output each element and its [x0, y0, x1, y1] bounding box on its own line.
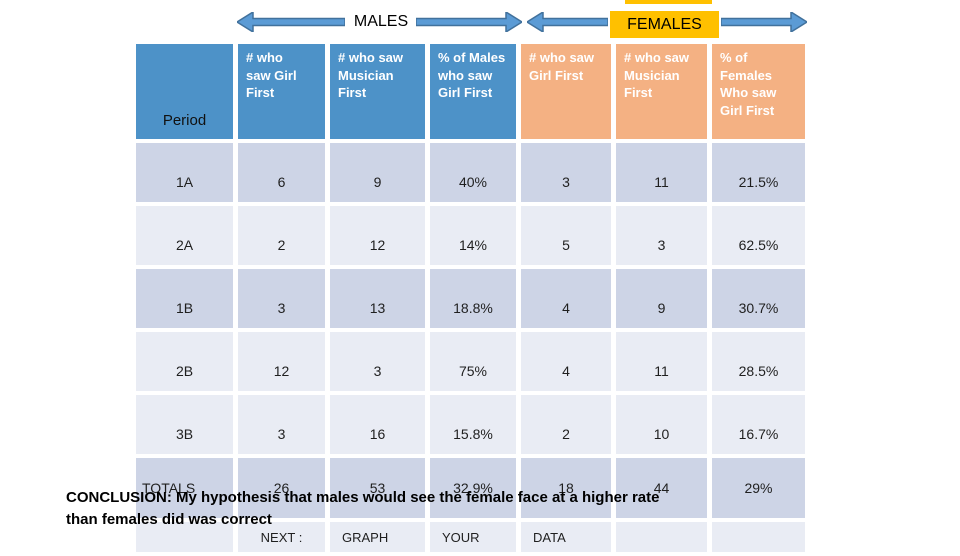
- table-cell: 2: [238, 206, 325, 265]
- table-cell: 29%: [712, 458, 805, 518]
- row-label: 3B: [136, 395, 233, 454]
- table-cell: 62.5%: [712, 206, 805, 265]
- table-header-row: Period # who saw Girl First # who saw Mu…: [136, 44, 805, 139]
- table-cell: 21.5%: [712, 143, 805, 202]
- table-cell: 44: [616, 458, 707, 518]
- header-males-percent: % of Males who saw Girl First: [430, 44, 516, 139]
- table-row: 2B 12 3 75% 4 11 28.5%: [136, 332, 805, 391]
- row-label: 1A: [136, 143, 233, 202]
- table-cell: 14%: [430, 206, 516, 265]
- table-row: 3B 3 16 15.8% 2 10 16.7%: [136, 395, 805, 454]
- table-cell: 3: [238, 395, 325, 454]
- row-label: 1B: [136, 269, 233, 328]
- table-cell: 30.7%: [712, 269, 805, 328]
- table-cell: 15.8%: [430, 395, 516, 454]
- table-cell: 18: [521, 458, 611, 518]
- table-cell: 11: [616, 332, 707, 391]
- females-heading: FEMALES: [627, 16, 702, 33]
- table-row: 1B 3 13 18.8% 4 9 30.7%: [136, 269, 805, 328]
- table-cell: 9: [330, 143, 425, 202]
- table-cell: 11: [616, 143, 707, 202]
- yellow-highlight-sliver: [625, 0, 712, 4]
- table-cell: 40%: [430, 143, 516, 202]
- males-right-arrow-icon: [416, 12, 522, 32]
- header-males-musician-first: # who saw Musician First: [330, 44, 425, 139]
- table-cell: 75%: [430, 332, 516, 391]
- table-cell: 16: [330, 395, 425, 454]
- females-left-arrow-icon: [527, 12, 608, 32]
- table-cell: 4: [521, 269, 611, 328]
- table-cell: 4: [521, 332, 611, 391]
- table-cell: 3: [238, 269, 325, 328]
- table-cell: 12: [330, 206, 425, 265]
- males-left-arrow-icon: [237, 12, 345, 32]
- table-cell: 18.8%: [430, 269, 516, 328]
- header-females-musician-first: # who saw Musician First: [616, 44, 707, 139]
- table-cell: 6: [238, 143, 325, 202]
- table-cell: 3: [521, 143, 611, 202]
- table-row: 1A 6 9 40% 3 11 21.5%: [136, 143, 805, 202]
- table-row: 2A 2 12 14% 5 3 62.5%: [136, 206, 805, 265]
- totals-row: TOTALS 26 53 32.9% 18 44 29%: [136, 458, 805, 518]
- table-cell: 3: [330, 332, 425, 391]
- conclusion-text: CONCLUSION: My hypothesis that males wou…: [66, 489, 660, 528]
- females-heading-highlight: FEMALES: [610, 11, 719, 38]
- table-cell: 10: [616, 395, 707, 454]
- results-table: Period # who saw Girl First # who saw Mu…: [131, 40, 810, 556]
- table-cell: 13: [330, 269, 425, 328]
- table-cell: 5: [521, 206, 611, 265]
- header-females-girl-first: # who saw Girl First: [521, 44, 611, 139]
- header-period: Period: [136, 44, 233, 139]
- row-label: 2A: [136, 206, 233, 265]
- header-females-percent: % of Females Who saw Girl First: [712, 44, 805, 139]
- table-cell: 2: [521, 395, 611, 454]
- table-cell: 53: [330, 458, 425, 518]
- header-males-girl-first: # who saw Girl First: [238, 44, 325, 139]
- males-heading: MALES: [353, 13, 409, 30]
- table-cell: 12: [238, 332, 325, 391]
- females-right-arrow-icon: [721, 12, 807, 32]
- table-cell: 3: [616, 206, 707, 265]
- table-cell: 28.5%: [712, 332, 805, 391]
- table-cell: 26: [238, 458, 325, 518]
- row-label: TOTALS: [136, 458, 233, 518]
- table-cell: 32.9%: [430, 458, 516, 518]
- table-cell: 9: [616, 269, 707, 328]
- table-cell: 16.7%: [712, 395, 805, 454]
- row-label: 2B: [136, 332, 233, 391]
